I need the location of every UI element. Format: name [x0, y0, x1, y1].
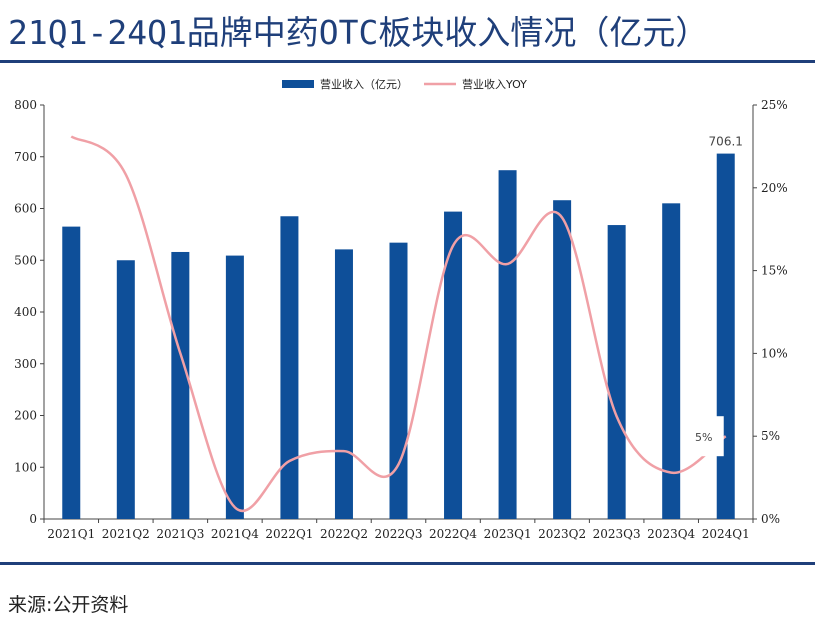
y-tick-label: 0	[29, 512, 37, 526]
y-tick-label: 600	[14, 202, 37, 216]
x-tick-label: 2022Q2	[320, 527, 368, 541]
title-divider	[0, 60, 815, 63]
data-labels: 706.1 5%	[683, 135, 743, 457]
axes: 0 100 200 300 400 500 600 700 800 0% 5% 10% 15% 20% 25…	[14, 98, 788, 541]
bar	[334, 249, 353, 519]
bar	[62, 226, 81, 520]
x-tick-label: 2023Q4	[647, 527, 695, 541]
legend-label-line: 营业收入YOY	[462, 77, 527, 91]
y2-tick-label: 0%	[761, 512, 780, 526]
bar	[662, 203, 681, 519]
bar	[116, 260, 135, 519]
x-tick-label: 2021Q1	[47, 527, 95, 541]
y-tick-label: 200	[14, 409, 37, 423]
bar-value-label: 706.1	[709, 135, 743, 149]
x-tick-label: 2023Q1	[484, 527, 532, 541]
bar	[444, 211, 463, 520]
x-tick-label: 2022Q3	[374, 527, 422, 541]
y2-tick-label: 5%	[761, 429, 780, 443]
bar	[389, 242, 408, 519]
y-tick-label: 100	[14, 460, 37, 474]
yoy-line	[70, 135, 727, 512]
x-tick-label: 2024Q1	[702, 527, 750, 541]
y-tick-label: 700	[14, 150, 37, 164]
x-tick-label: 2021Q3	[156, 527, 204, 541]
legend-label-bar: 营业收入（亿元）	[320, 77, 408, 91]
x-tick-label: 2023Q2	[538, 527, 586, 541]
legend-swatch-bar	[282, 80, 314, 88]
y-tick-label: 400	[14, 305, 37, 319]
source-note: 来源:公开资料	[8, 594, 129, 616]
yoy-label-box	[683, 416, 724, 457]
chart-canvas: 营业收入（亿元） 营业收入YOY 0 100 200 300 400 500 600 700 80…	[14, 77, 788, 541]
legend: 营业收入（亿元） 营业收入YOY	[282, 77, 527, 91]
x-tick-label: 2022Q4	[429, 527, 477, 541]
y-tick-label: 300	[14, 357, 37, 371]
line-series	[70, 135, 727, 512]
yoy-value-label: 5%	[695, 431, 712, 444]
bar-series	[62, 153, 735, 520]
bar	[607, 225, 626, 519]
y2-tick-label: 25%	[761, 98, 788, 112]
bar	[553, 200, 572, 519]
y2-tick-label: 20%	[761, 181, 788, 195]
y2-tick-label: 10%	[761, 346, 788, 360]
bar	[498, 170, 517, 519]
footer-divider	[0, 562, 815, 565]
chart-title: 21Q1-24Q1品牌中药OTC板块收入情况（亿元）	[8, 13, 709, 52]
x-tick-label: 2021Q4	[211, 527, 259, 541]
x-tick-label: 2023Q3	[593, 527, 641, 541]
y2-tick-label: 15%	[761, 264, 788, 278]
y-tick-label: 500	[14, 253, 37, 267]
bar	[716, 153, 735, 519]
bar	[225, 255, 244, 519]
bar	[280, 216, 299, 519]
bar	[171, 251, 190, 519]
x-tick-label: 2021Q2	[102, 527, 150, 541]
y-tick-label: 800	[14, 98, 37, 112]
x-tick-label: 2022Q1	[265, 527, 313, 541]
